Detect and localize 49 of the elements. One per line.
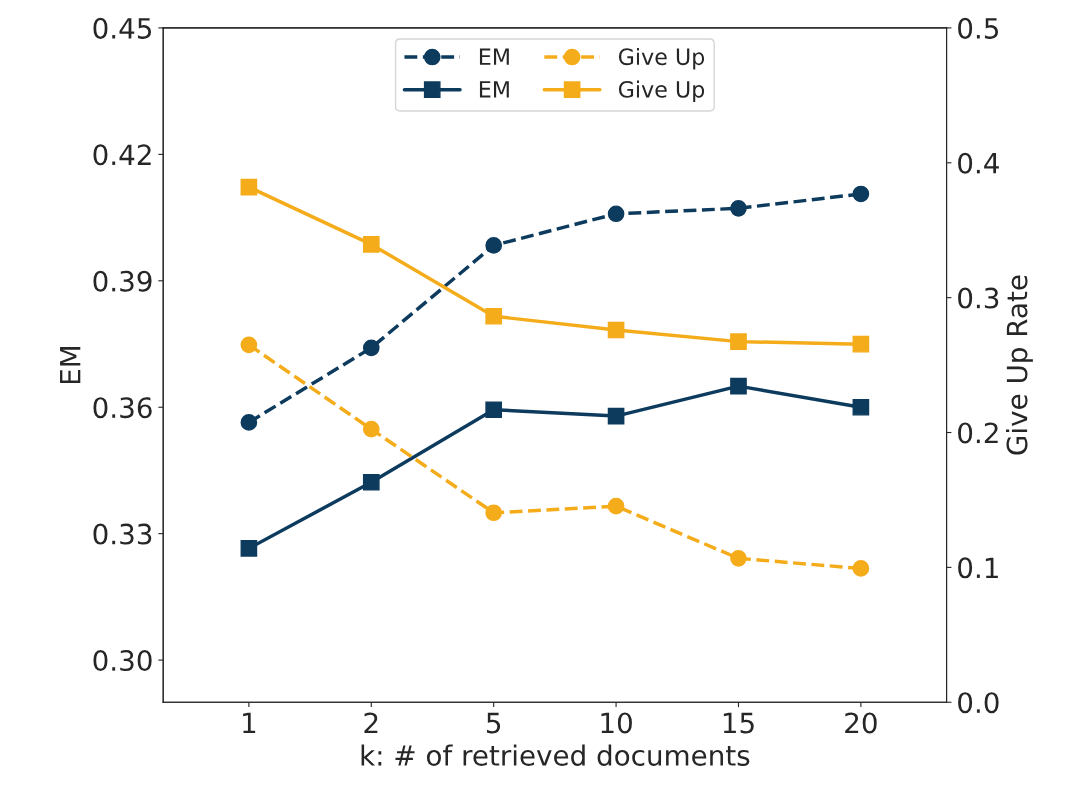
point [730,377,747,395]
x-tick-label: 20 [845,712,877,734]
y-tick-label: 0.30 [93,650,152,672]
point [607,497,625,515]
point [607,407,625,425]
point [362,339,380,357]
point [240,414,258,431]
legend-label: EM [479,48,509,65]
point [852,185,870,203]
point [730,333,747,350]
y-tick-label: 0.39 [93,270,152,292]
point [240,336,258,354]
y2-axis-title: Give Up Rate [1006,275,1033,455]
point [607,205,625,223]
legend-label: Give Up [618,80,705,103]
y-tick-label: 0.45 [93,17,152,39]
x-tick-label: 10 [601,712,632,734]
point [730,550,747,567]
y2-tick-label: 0.5 [958,17,999,39]
point [852,560,870,577]
point [485,504,503,522]
point [852,398,870,416]
y2-tick-label: 0.0 [958,692,999,714]
legend-label: EM [479,81,509,98]
y2-tick-label: 0.1 [958,557,998,579]
x-tick-label: 2 [364,712,378,734]
y-tick-label: 0.42 [93,144,151,166]
x-tick-label: 1 [243,712,256,734]
y2-tick-label: 0.3 [958,287,999,309]
point [240,178,258,196]
y-tick-label: 0.33 [93,523,152,545]
point [485,237,503,254]
point [362,236,380,253]
y2-tick-label: 0.4 [958,152,999,174]
x-axis-title: k: # of retrieved documents [361,744,750,766]
point [485,401,503,419]
y2-tick-label: 0.2 [958,422,998,444]
point [362,420,380,438]
point [607,321,625,339]
point [240,540,258,557]
point [362,473,380,491]
legend-label: Give Up [618,47,705,70]
y-axis-title: EM [60,347,81,384]
point [485,307,503,325]
y-tick-label: 0.36 [93,397,152,419]
x-tick-label: 5 [486,712,501,734]
x-tick-label: 15 [723,712,754,734]
point [730,199,747,217]
point [852,335,870,353]
